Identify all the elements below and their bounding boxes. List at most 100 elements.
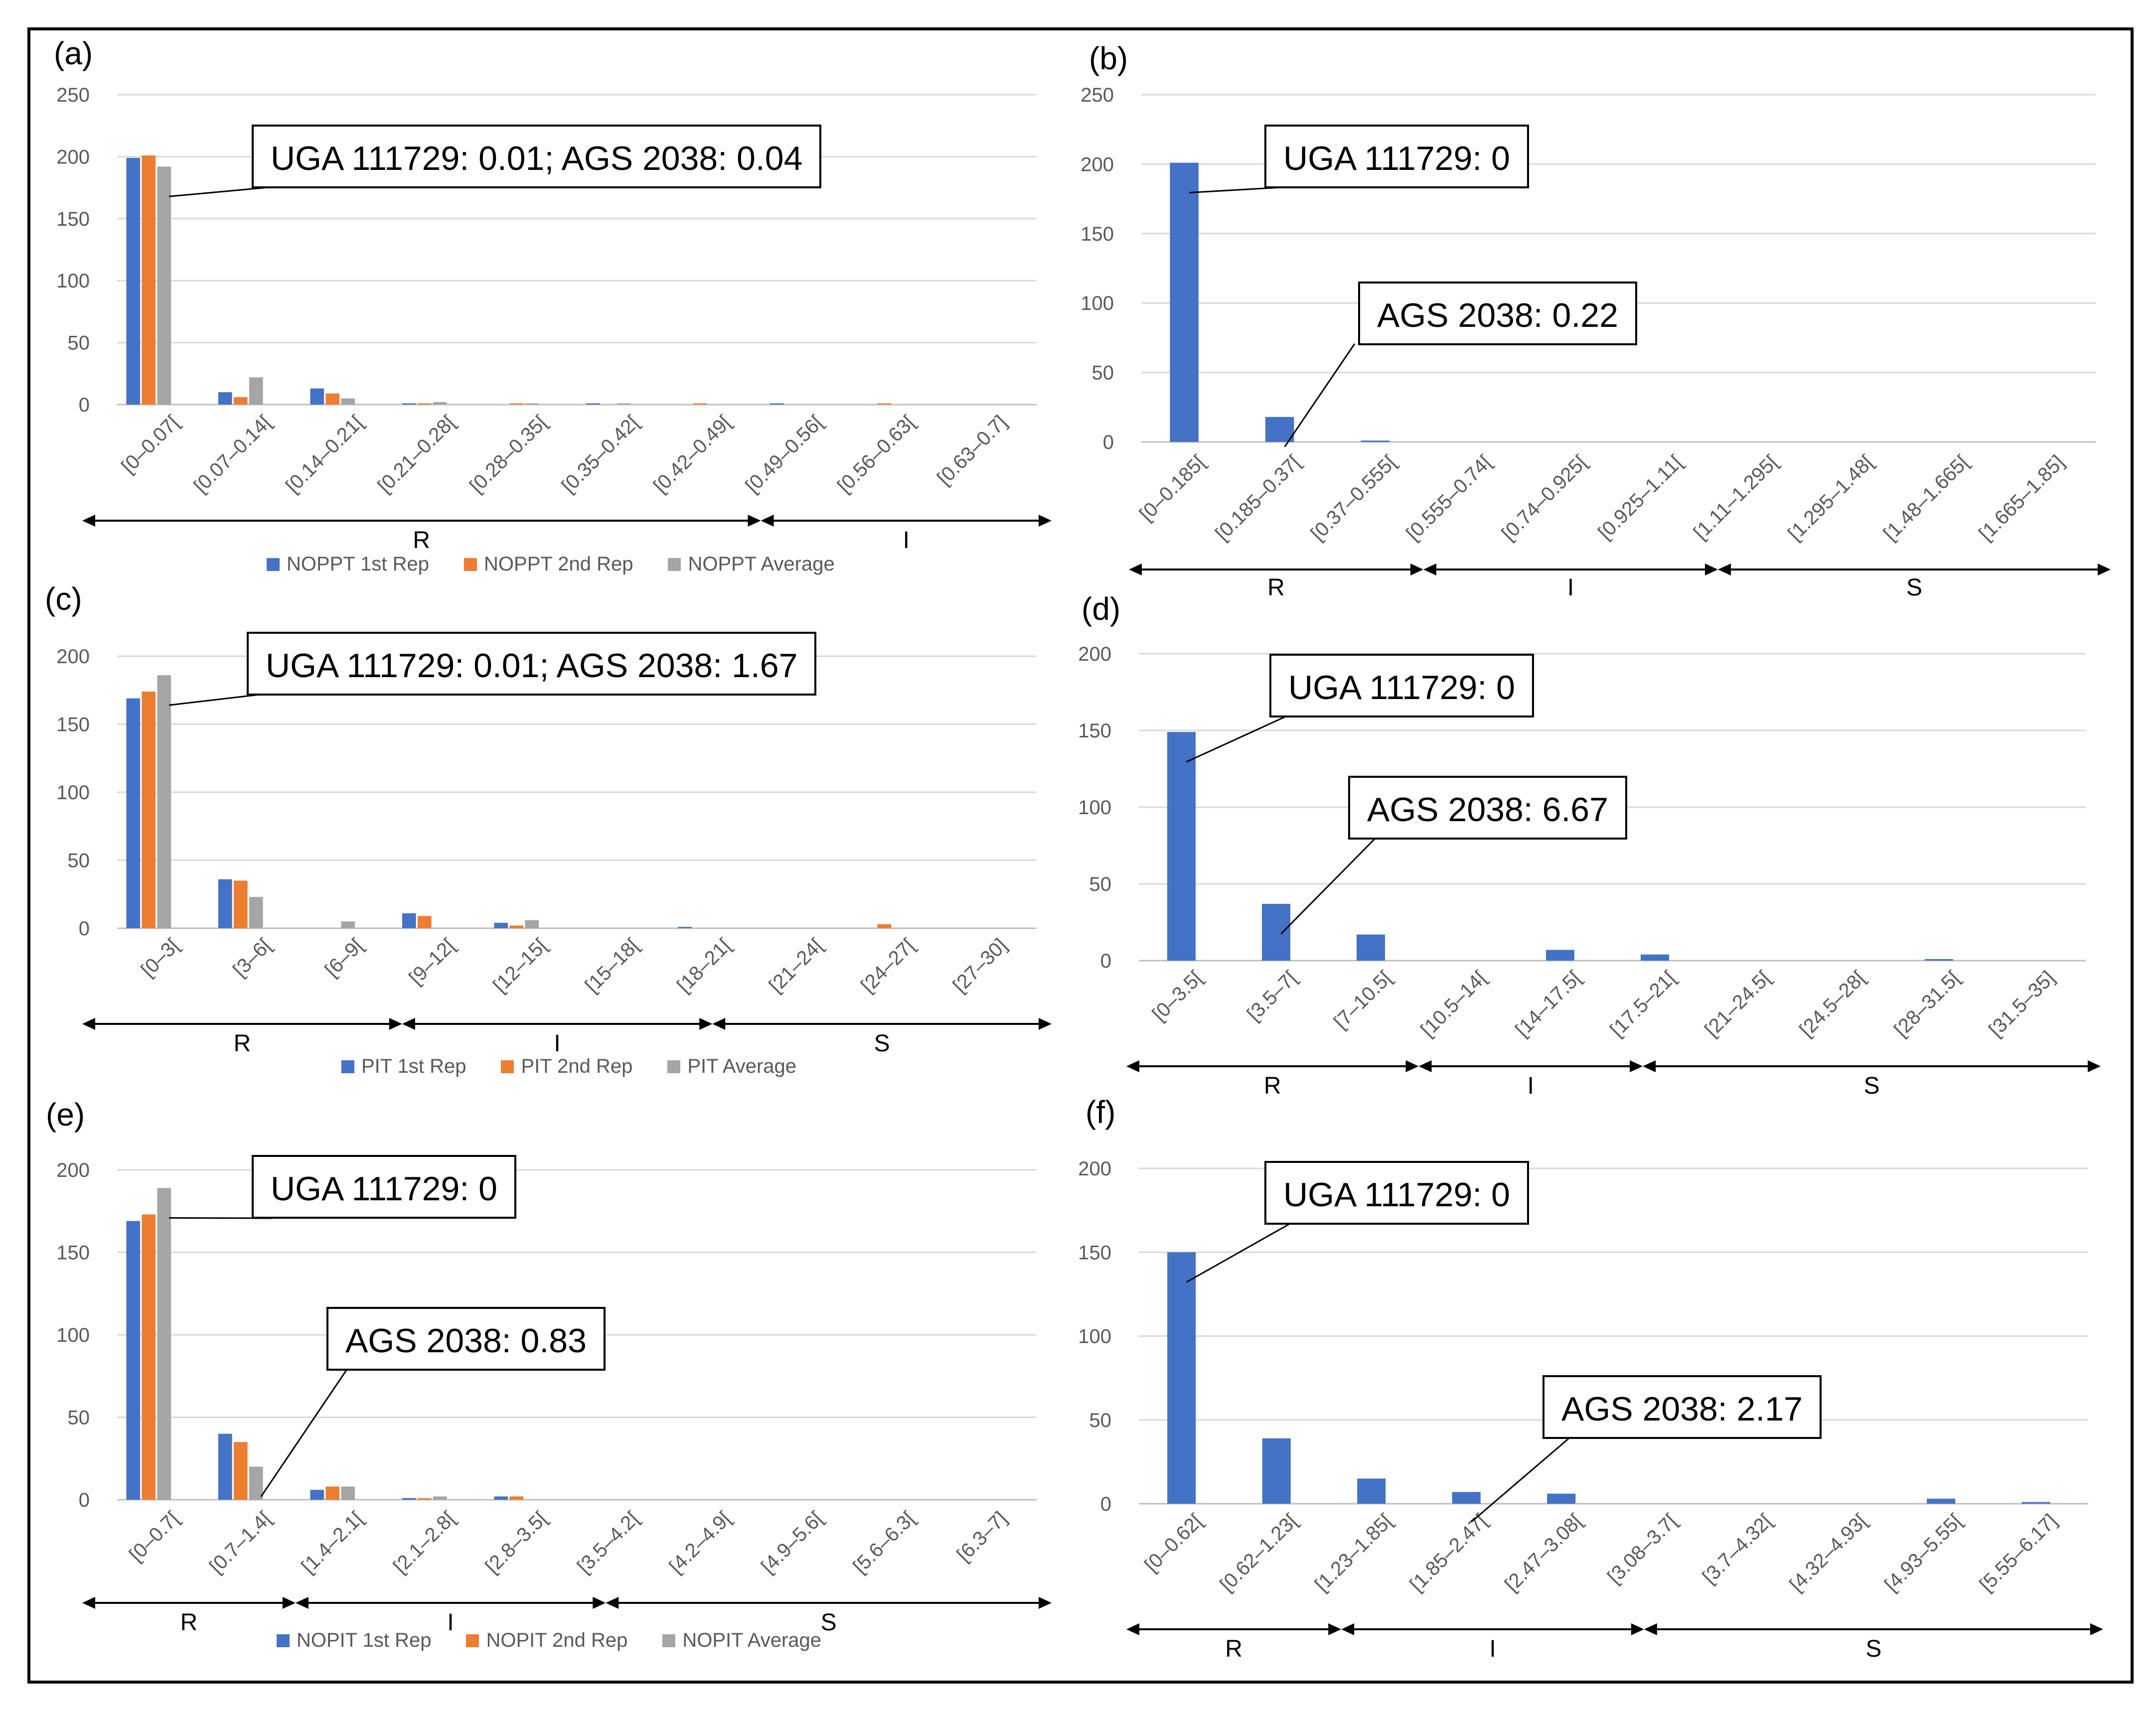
- bar: [142, 155, 156, 405]
- x-tick-label: [2.47–3.08[: [1501, 1510, 1587, 1596]
- bar: [417, 1498, 432, 1500]
- legend-label-a-3: NOPPT Average: [688, 553, 835, 575]
- annotation-leader-line: [260, 1370, 347, 1497]
- y-tick-label: 200: [56, 646, 90, 668]
- bar: [402, 913, 416, 928]
- annotation-leader-line: [169, 693, 265, 706]
- legend-label-a-1: NOPPT 1st Rep: [287, 553, 430, 575]
- bar: [1357, 1478, 1386, 1504]
- class-label: S: [821, 1609, 837, 1636]
- figure-border: [27, 27, 2134, 1684]
- bar: [157, 1188, 171, 1500]
- bar: [249, 897, 263, 928]
- bar: [341, 1486, 355, 1500]
- legend-label-a-2: NOPPT 2nd Rep: [484, 553, 633, 575]
- bar: [1925, 959, 1953, 961]
- y-tick-label: 200: [1080, 153, 1114, 175]
- bar: [616, 403, 631, 405]
- class-label: R: [1264, 1073, 1281, 1099]
- class-label: R: [180, 1609, 198, 1636]
- bar: [1927, 1498, 1956, 1504]
- arrowhead-left: [761, 515, 774, 527]
- y-tick-label: 0: [1103, 431, 1114, 453]
- x-tick-label: [3.08–3.7[: [1603, 1510, 1682, 1588]
- y-tick-label: 100: [1080, 292, 1114, 314]
- arrowhead-left: [295, 1597, 308, 1609]
- arrowhead-left: [82, 515, 95, 527]
- bar: [218, 1433, 232, 1500]
- legend-label-c-3: PIT Average: [687, 1055, 796, 1077]
- legend-item-c-3: PIT Average: [667, 1055, 796, 1078]
- arrowhead-right: [1328, 1623, 1342, 1635]
- panel-label-c: (c): [45, 581, 82, 617]
- y-tick-label: 200: [1078, 643, 1111, 665]
- y-tick-label: 200: [56, 1159, 90, 1181]
- legend-swatch-a-1: [267, 558, 280, 571]
- bar: [233, 880, 248, 928]
- bar: [157, 166, 171, 405]
- legend-label-e-2: NOPIT 2nd Rep: [486, 1629, 628, 1651]
- bar: [341, 921, 355, 928]
- bar: [126, 1221, 141, 1500]
- y-tick-label: 150: [56, 1242, 90, 1264]
- arrowhead-right: [1039, 1597, 1052, 1609]
- y-tick-label: 100: [56, 270, 90, 292]
- legend-item-e-2: NOPIT 2nd Rep: [466, 1629, 627, 1652]
- legend-swatch-c-1: [341, 1060, 354, 1073]
- legend-swatch-a-3: [668, 558, 681, 571]
- bar: [157, 675, 171, 928]
- y-tick-label: 50: [1089, 1410, 1112, 1431]
- legend-swatch-a-2: [464, 558, 477, 571]
- bar: [678, 927, 692, 928]
- y-tick-label: 50: [68, 1407, 90, 1429]
- bar: [417, 403, 432, 405]
- bar: [877, 403, 892, 405]
- bar: [509, 1496, 524, 1500]
- bar: [494, 923, 508, 928]
- bar: [402, 1498, 416, 1500]
- y-tick-label: 0: [79, 918, 90, 940]
- panel-label-e: (e): [46, 1097, 85, 1133]
- bar: [249, 377, 263, 405]
- bar: [325, 393, 340, 405]
- y-tick-label: 150: [56, 714, 90, 736]
- y-tick-label: 100: [56, 1324, 90, 1346]
- bar: [249, 1466, 263, 1500]
- x-tick-label: [0.62–1.23[: [1216, 1510, 1302, 1596]
- arrowhead-left: [1418, 1060, 1432, 1072]
- x-tick-label: [3.7–4.32[: [1698, 1510, 1777, 1588]
- bar: [433, 402, 447, 405]
- legend-swatch-e-3: [662, 1634, 676, 1647]
- class-label: R: [234, 1030, 251, 1057]
- class-label: I: [1567, 574, 1574, 601]
- arrowhead-right: [1630, 1060, 1643, 1072]
- legend-item-c-2: PIT 2nd Rep: [501, 1055, 632, 1078]
- bar: [1452, 1492, 1481, 1504]
- bar: [126, 698, 141, 928]
- legend-item-e-3: NOPIT Average: [662, 1629, 821, 1652]
- bar: [586, 403, 600, 405]
- y-tick-label: 50: [68, 850, 90, 872]
- annotation-leader-line: [169, 186, 275, 197]
- class-label: S: [1864, 1073, 1880, 1099]
- bar: [494, 1496, 508, 1500]
- bar: [1167, 732, 1196, 961]
- y-tick-label: 100: [56, 782, 90, 804]
- annotation-leader-line: [1471, 1436, 1570, 1523]
- bar: [1265, 417, 1294, 442]
- legend-label-c-1: PIT 1st Rep: [361, 1055, 466, 1077]
- arrowhead-left: [1126, 1060, 1139, 1072]
- class-label: S: [1865, 1636, 1881, 1662]
- class-label: R: [1267, 574, 1285, 601]
- arrowhead-left: [1643, 1060, 1656, 1072]
- bar: [525, 920, 539, 928]
- bar: [310, 1490, 324, 1500]
- y-tick-label: 250: [56, 84, 90, 106]
- x-tick-label: [1.85–2.47[: [1405, 1510, 1492, 1596]
- y-tick-label: 150: [1078, 720, 1111, 742]
- y-tick-label: 50: [1089, 873, 1112, 895]
